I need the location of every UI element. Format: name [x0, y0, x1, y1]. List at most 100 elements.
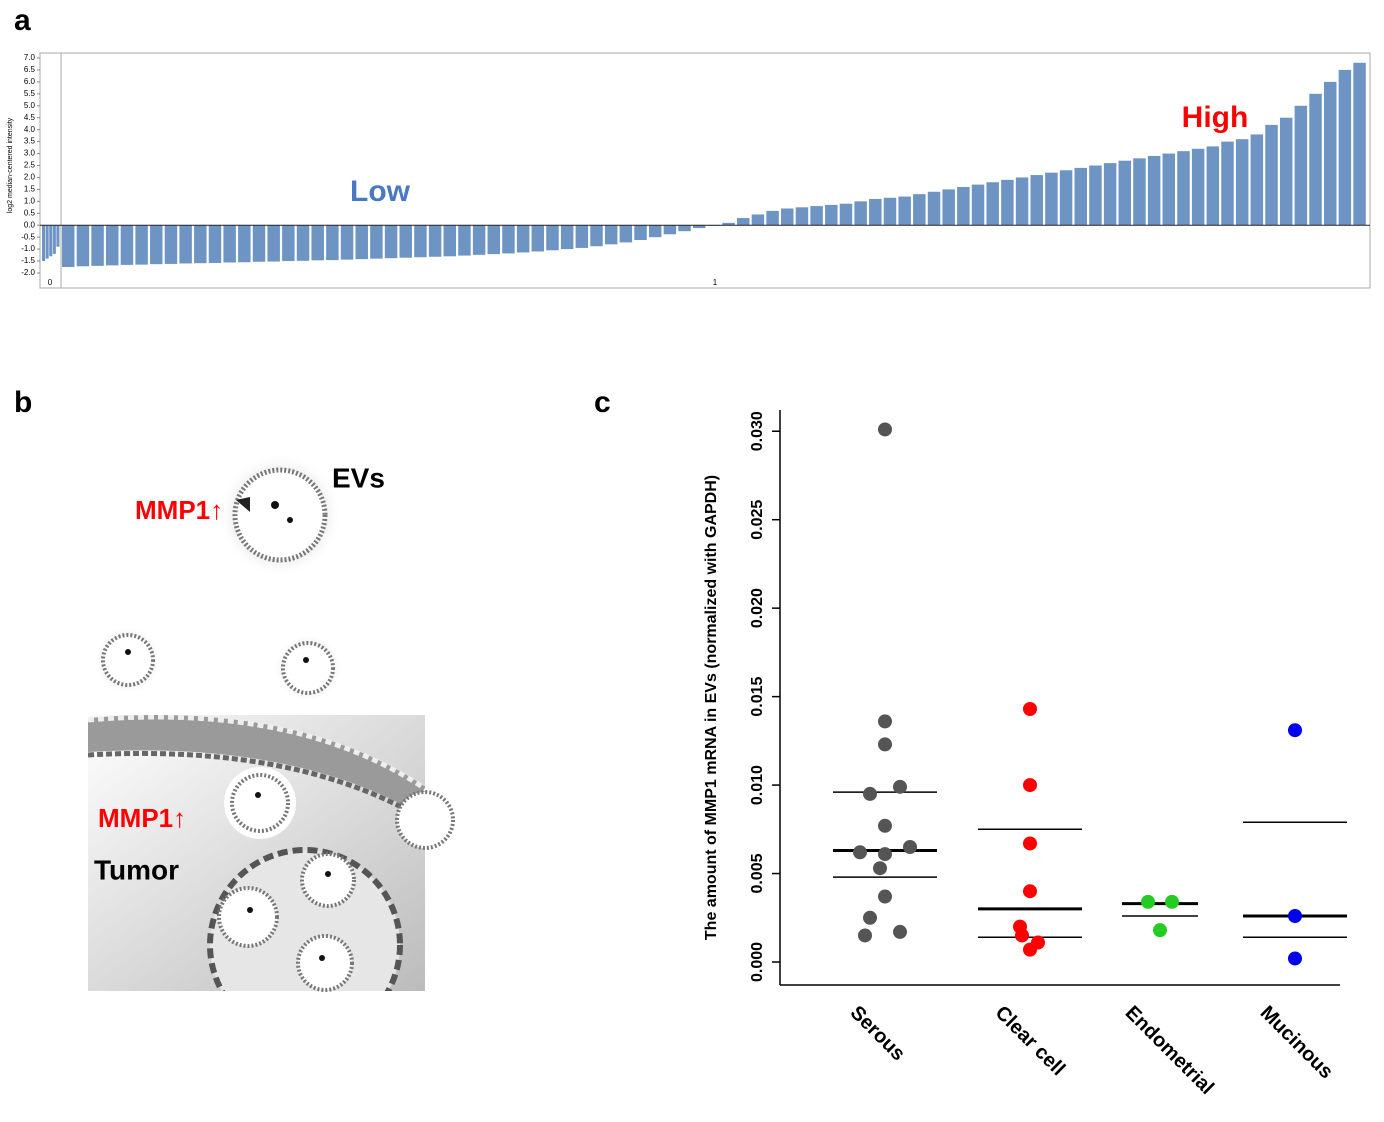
bar	[604, 225, 618, 245]
group-label: 0	[48, 278, 53, 287]
bar	[737, 218, 750, 226]
y-tick-label: 0.020	[749, 588, 766, 628]
y-tick-label: -2.0	[21, 268, 35, 277]
bar	[179, 225, 192, 264]
bar	[854, 201, 867, 226]
bar	[120, 225, 134, 265]
plot-frame	[39, 52, 1371, 289]
bar	[1103, 163, 1117, 226]
bar	[1338, 69, 1352, 226]
bar	[42, 225, 46, 262]
data-point	[1023, 836, 1037, 851]
group-label: 1	[713, 278, 718, 287]
y-tick-label: 3.5	[24, 137, 36, 146]
bar	[1191, 148, 1205, 226]
bar	[663, 225, 677, 235]
bar	[1001, 179, 1014, 226]
data-point	[878, 818, 892, 833]
data-point	[1153, 923, 1167, 938]
bar	[971, 184, 985, 226]
y-tick-label: 5.0	[24, 101, 36, 110]
diagram-label: MMP1↑	[98, 803, 186, 833]
bar	[45, 225, 49, 259]
bar	[1250, 134, 1264, 226]
data-point	[863, 786, 877, 801]
bar	[883, 197, 897, 226]
data-point	[878, 847, 892, 862]
data-point	[1023, 942, 1037, 957]
bar	[531, 225, 545, 252]
bar	[150, 225, 163, 265]
data-point	[1023, 702, 1037, 716]
bar	[560, 225, 574, 250]
bar	[1309, 93, 1322, 226]
bar	[1089, 165, 1102, 226]
data-point	[893, 924, 907, 939]
data-point	[1288, 723, 1302, 738]
panel-letter: c	[594, 386, 611, 419]
data-point	[863, 910, 877, 925]
bar	[516, 225, 530, 253]
bar	[472, 225, 486, 255]
bar	[164, 225, 178, 264]
y-tick-label: 4.0	[24, 125, 36, 134]
bar	[678, 225, 691, 232]
bar	[692, 225, 706, 229]
bar	[282, 225, 295, 262]
y-tick-label: 1.0	[24, 196, 36, 205]
bar	[1294, 105, 1308, 226]
y-tick-label: 0.030	[749, 411, 766, 451]
bar	[1265, 124, 1278, 226]
bar	[1206, 146, 1220, 226]
diagram-label: Tumor	[94, 854, 179, 885]
bar	[1074, 167, 1087, 226]
bar	[1353, 62, 1366, 226]
bar	[414, 225, 427, 258]
bar	[62, 225, 75, 268]
x-tick-label: Clear cell	[991, 1002, 1069, 1080]
y-tick-label: 2.5	[24, 161, 36, 170]
data-point	[853, 845, 867, 860]
bar	[898, 196, 911, 226]
bar	[1323, 81, 1337, 226]
data-point	[873, 861, 887, 876]
bar	[194, 225, 207, 264]
bar	[634, 225, 647, 241]
y-tick-label: 6.0	[24, 77, 36, 86]
illustration	[88, 453, 455, 992]
bar	[1030, 175, 1043, 226]
y-tick-label: 0.0	[24, 220, 36, 229]
panel-letter: a	[14, 4, 31, 37]
diagram-label: EVs	[332, 462, 385, 493]
data-point	[878, 422, 892, 437]
y-tick-label: 6.5	[24, 65, 36, 74]
data-point	[1288, 951, 1302, 966]
bar	[384, 225, 398, 259]
bar	[91, 225, 104, 266]
bar	[208, 225, 222, 263]
data-point	[903, 840, 917, 854]
data-point	[878, 889, 892, 904]
y-tick-label: 1.5	[24, 184, 36, 193]
annotation: Low	[350, 175, 411, 208]
bar	[399, 225, 412, 258]
bar	[223, 225, 236, 263]
bar	[52, 225, 56, 254]
bar	[766, 210, 779, 226]
y-axis-title: The amount of MMP1 mRNA in EVs (normaliz…	[703, 475, 720, 940]
bar	[428, 225, 442, 257]
bar	[942, 189, 955, 226]
data-point	[878, 714, 892, 729]
bar	[1045, 172, 1058, 226]
bar	[913, 194, 926, 226]
y-axis-title: log2 median-centered intensity	[7, 117, 14, 213]
bar	[340, 225, 354, 260]
bar	[1015, 177, 1029, 226]
y-tick-label: 0.5	[24, 208, 36, 217]
bar	[1133, 158, 1146, 226]
bar	[1177, 151, 1190, 226]
annotation: High	[1182, 101, 1249, 134]
bar	[957, 187, 970, 226]
bar	[986, 182, 999, 226]
